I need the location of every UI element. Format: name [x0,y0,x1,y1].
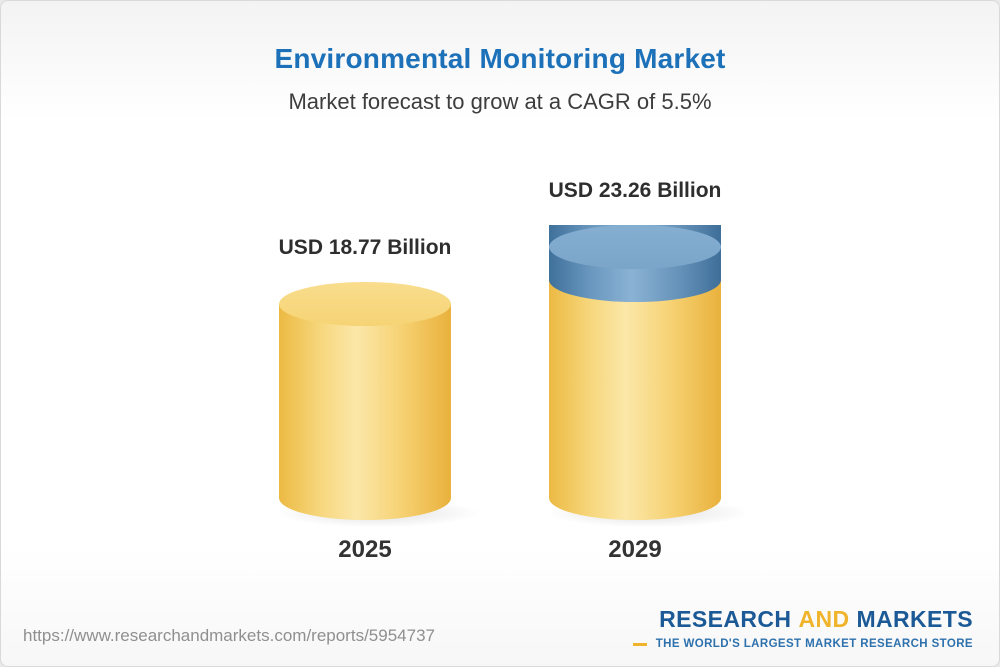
logo-word-research: RESEARCH [659,606,792,632]
report-url: https://www.researchandmarkets.com/repor… [23,626,435,645]
logo-tagline: THE WORLD'S LARGEST MARKET RESEARCH STOR… [655,638,973,650]
chart-subtitle: Market forecast to grow at a CAGR of 5.5… [288,89,712,114]
logo-wordmark: RESEARCH AND MARKETS [633,606,973,633]
bar-group-2029: USD 23.26 Billion 2029 [540,179,753,564]
logo-tagline-row: THE WORLD'S LARGEST MARKET RESEARCH STOR… [633,638,973,650]
value-label-2029: USD 23.26 Billion [548,179,722,202]
logo-word-and: AND [798,606,850,632]
header: Environmental Monitoring Market Market f… [1,1,999,115]
logo-gold-rule [633,642,647,646]
logo-word-markets: MARKETS [856,606,973,632]
cylinder [543,225,753,528]
bar-chart: USD 18.77 Billion 2025 USD 23.26 Billion… [1,151,999,564]
cylinder-top-blue [549,225,721,269]
value-label-2025: USD 18.77 Billion [278,236,452,259]
category-label-2025: 2025 [338,536,392,563]
cylinder [273,282,483,528]
cylinder-top-yellow [279,282,451,326]
category-label-2029: 2029 [608,536,662,563]
chart-title: Environmental Monitoring Market [274,43,726,74]
bar-group-2025: USD 18.77 Billion 2025 [270,236,483,564]
cylinder-body-yellow [279,304,451,520]
research-and-markets-logo: RESEARCH AND MARKETS THE WORLD'S LARGEST… [633,606,973,650]
